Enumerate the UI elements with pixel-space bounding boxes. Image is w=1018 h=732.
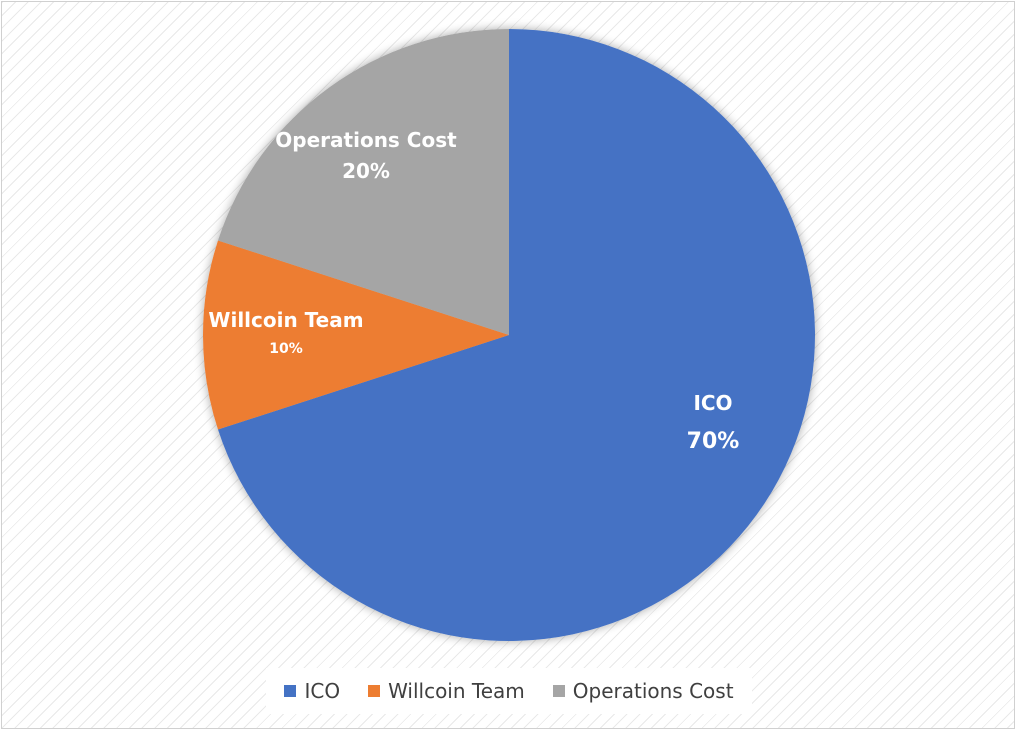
- legend-swatch-willcoin-team: [368, 685, 381, 697]
- slice-value-willcoin-team: 10%: [269, 341, 303, 357]
- slice-label-operations-cost: Operations Cost: [275, 128, 457, 152]
- legend-item-willcoin-team: Willcoin Team: [368, 679, 525, 703]
- pie-slices: [203, 29, 816, 641]
- pie-slice-operations-cost: [217, 29, 510, 335]
- pie-slice-ico: [217, 29, 816, 641]
- legend-swatch-operations-cost: [552, 685, 565, 697]
- pie-slice-willcoin-team: [203, 240, 509, 430]
- legend-swatch-ico: [284, 685, 297, 697]
- legend-label-operations-cost: Operations Cost: [572, 679, 734, 703]
- legend-item-ico: ICO: [284, 679, 340, 703]
- slice-label-ico: ICO: [693, 391, 732, 415]
- slice-value-ico: 70%: [687, 429, 740, 454]
- legend-label-ico: ICO: [304, 679, 341, 703]
- legend: ICO Willcoin Team Operations Cost: [266, 668, 752, 714]
- slice-value-operations-cost: 20%: [342, 159, 390, 183]
- legend-label-willcoin-team: Willcoin Team: [388, 679, 525, 703]
- legend-item-operations-cost: Operations Cost: [552, 679, 734, 703]
- slice-label-willcoin-team: Willcoin Team: [208, 308, 363, 332]
